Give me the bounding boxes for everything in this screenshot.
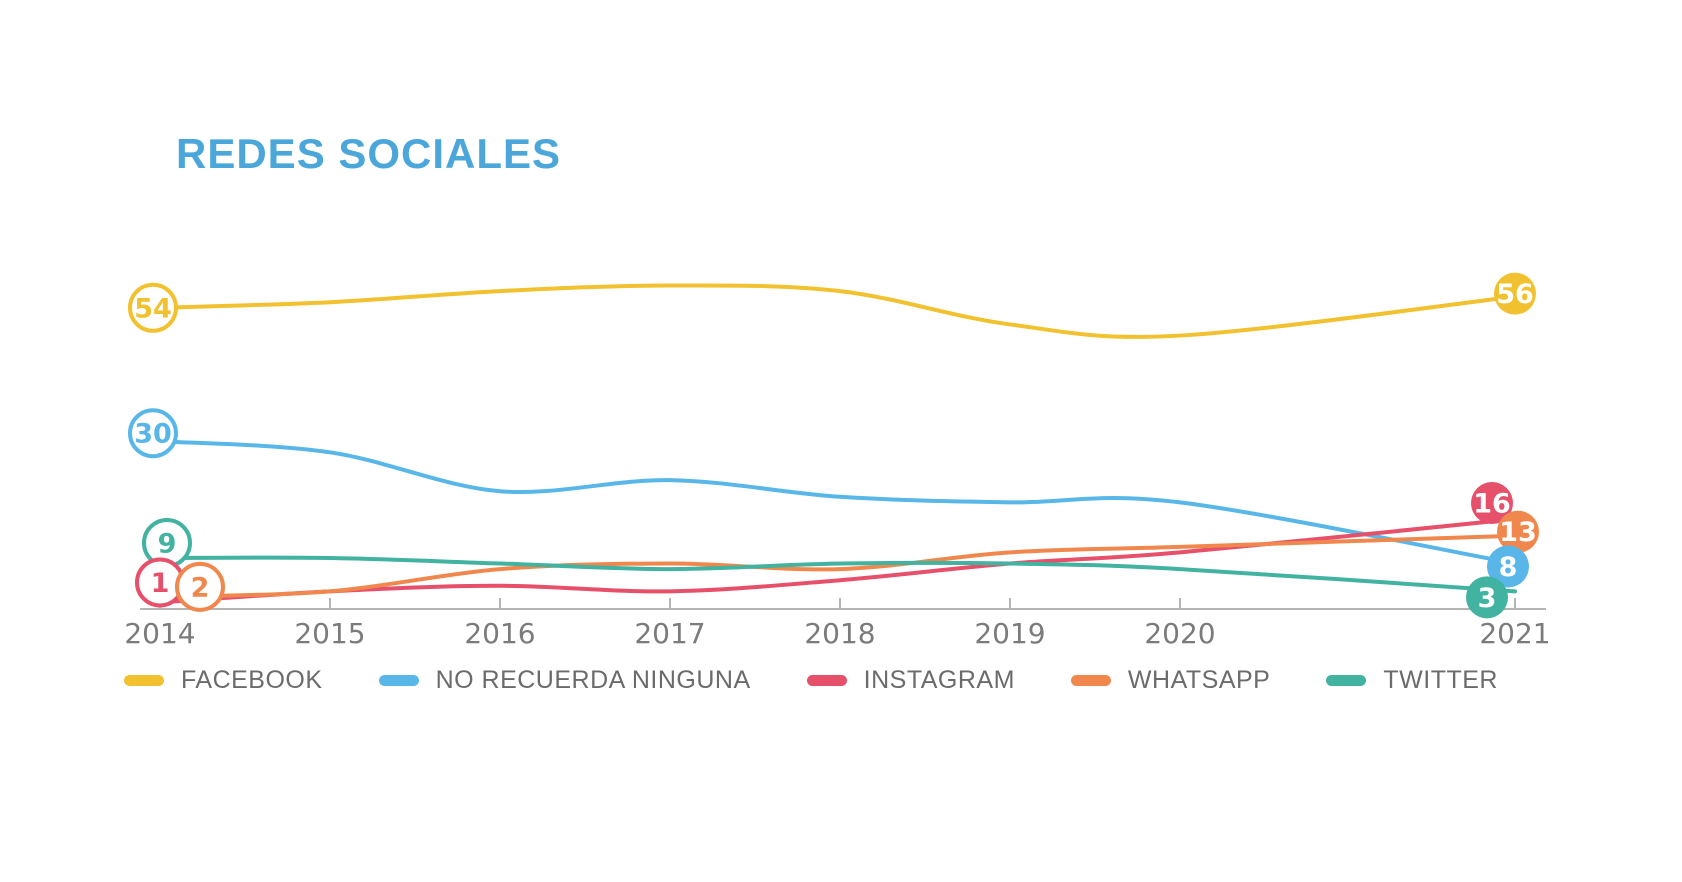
end-value-no-recuerda-ninguna: 8: [1499, 552, 1518, 583]
legend-item-twitter: TWITTER: [1326, 666, 1498, 695]
series-line-twitter: [158, 555, 1517, 594]
end-value-badge-no-recuerda-ninguna: [1487, 545, 1529, 588]
legend-item-instagram: INSTAGRAM: [806, 666, 1015, 695]
end-value-facebook: 56: [1496, 279, 1534, 310]
x-axis-label-2016: 2016: [464, 617, 535, 650]
end-value-badge-instagram: [1471, 482, 1513, 525]
start-value-facebook: 54: [134, 293, 172, 324]
series-line-whatsapp: [158, 533, 1517, 599]
legend: FACEBOOK NO RECUERDA NINGUNA INSTAGRAM WHAT…: [0, 666, 1622, 695]
series-line-instagram: [158, 517, 1517, 605]
end-value-instagram: 16: [1473, 489, 1511, 520]
x-axis-label-2020: 2020: [1144, 617, 1215, 650]
legend-swatch-instagram: [806, 675, 847, 686]
x-axis-label-2015: 2015: [294, 617, 365, 650]
start-value-instagram: 1: [151, 568, 170, 599]
start-value-badge-no-recuerda-ninguna: [128, 408, 178, 459]
legend-label-instagram: INSTAGRAM: [863, 666, 1015, 694]
series-line-facebook: [158, 283, 1517, 339]
end-value-badge-whatsapp: [1497, 510, 1539, 553]
x-axis-label-2021: 2021: [1479, 617, 1550, 650]
legend-swatch-facebook: [124, 675, 165, 686]
series-line-no-recuerda-ninguna: [158, 439, 1517, 566]
legend-item-whatsapp: WHATSAPP: [1070, 666, 1271, 695]
legend-item-facebook: FACEBOOK: [124, 666, 323, 695]
end-value-badge-twitter: [1466, 576, 1508, 619]
legend-swatch-twitter: [1326, 675, 1367, 686]
start-value-twitter: 9: [158, 528, 177, 559]
start-value-badge-facebook: [128, 282, 178, 333]
legend-item-no-recuerda-ninguna: NO RECUERDA NINGUNA: [378, 666, 751, 695]
x-axis-label-2014: 2014: [124, 617, 195, 650]
legend-label-no-recuerda-ninguna: NO RECUERDA NINGUNA: [435, 666, 751, 694]
end-value-badge-facebook: [1494, 272, 1536, 315]
legend-label-twitter: TWITTER: [1383, 666, 1498, 694]
start-value-badge-whatsapp: [175, 561, 225, 612]
legend-swatch-whatsapp: [1070, 675, 1111, 686]
legend-swatch-no-recuerda-ninguna: [378, 675, 419, 686]
chart-title: REDES SOCIALES: [176, 130, 562, 177]
end-value-whatsapp: 13: [1499, 517, 1537, 548]
x-axis-label-2018: 2018: [804, 617, 875, 650]
start-value-no-recuerda-ninguna: 30: [134, 419, 172, 450]
legend-label-whatsapp: WHATSAPP: [1127, 666, 1271, 694]
start-value-whatsapp: 2: [191, 572, 210, 603]
end-value-twitter: 3: [1478, 583, 1497, 614]
legend-label-facebook: FACEBOOK: [181, 666, 323, 694]
x-axis-label-2017: 2017: [634, 617, 705, 650]
x-axis-label-2019: 2019: [974, 617, 1045, 650]
